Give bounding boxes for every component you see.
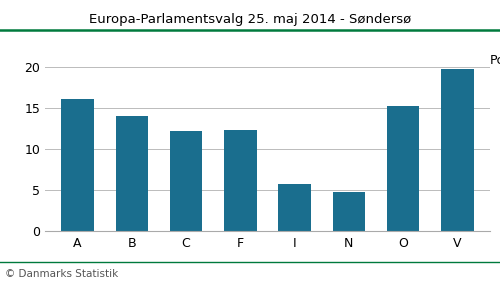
Bar [278,184,311,231]
Bar [62,99,94,231]
Text: Europa-Parlamentsvalg 25. maj 2014 - Søndersø: Europa-Parlamentsvalg 25. maj 2014 - Søn… [89,13,411,26]
Text: Pct.: Pct. [490,54,500,67]
Bar [332,192,365,231]
Text: © Danmarks Statistik: © Danmarks Statistik [5,269,118,279]
Bar [224,129,256,231]
Bar [387,106,420,231]
Bar [170,131,202,231]
Bar [441,69,474,231]
Bar [116,116,148,231]
